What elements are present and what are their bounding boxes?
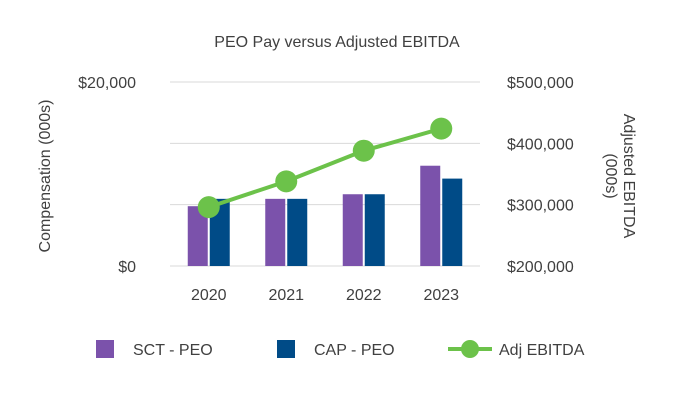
x-axis-ticks: 2020 2021 2022 2023 — [191, 287, 459, 304]
bar-cap-peo-2022 — [364, 194, 385, 266]
point-adj-ebitda-2023 — [430, 117, 453, 140]
legend-marker-adj-ebitda — [461, 340, 479, 358]
legend-swatch-sct-peo — [96, 340, 114, 358]
y2-axis-title-line2: (000s) — [602, 153, 619, 198]
bar-cap-peo-2021 — [287, 198, 308, 266]
y2-tick-label: $400,000 — [507, 136, 574, 153]
bar-cap-peo-2023 — [442, 178, 463, 266]
legend-label-cap-peo: CAP - PEO — [314, 342, 395, 359]
y-tick-label: $0 — [118, 259, 136, 276]
point-adj-ebitda-2021 — [275, 170, 298, 193]
chart-title: PEO Pay versus Adjusted EBITDA — [214, 34, 460, 51]
legend-label-sct-peo: SCT - PEO — [133, 342, 213, 359]
y-axis-title: Compensation (000s) — [37, 100, 54, 253]
y2-axis-ticks: $200,000 $300,000 $400,000 $500,000 — [507, 75, 574, 276]
line-adj-ebitda — [208, 126, 442, 210]
legend: SCT - PEO CAP - PEO Adj EBITDA — [96, 340, 585, 359]
bar-sct-peo-2023 — [420, 165, 441, 266]
x-tick-label: 2023 — [423, 287, 459, 304]
ebitda-line — [197, 117, 453, 219]
y-axis-ticks: $0 $20,000 — [78, 75, 136, 276]
bars — [187, 165, 463, 266]
legend-label-adj-ebitda: Adj EBITDA — [499, 342, 585, 359]
bar-sct-peo-2022 — [342, 194, 363, 266]
y2-axis-title-line1: Adjusted EBITDA — [620, 114, 637, 239]
y2-tick-label: $500,000 — [507, 75, 574, 92]
bar-sct-peo-2021 — [265, 198, 286, 266]
y2-tick-label: $200,000 — [507, 259, 574, 276]
bar-sct-peo-2020 — [187, 206, 208, 266]
x-tick-label: 2020 — [191, 287, 227, 304]
legend-swatch-cap-peo — [277, 340, 295, 358]
x-tick-label: 2021 — [268, 287, 304, 304]
point-adj-ebitda-2020 — [197, 196, 220, 219]
x-tick-label: 2022 — [346, 287, 382, 304]
y2-tick-label: $300,000 — [507, 198, 574, 215]
point-adj-ebitda-2022 — [352, 139, 375, 162]
y-tick-label: $20,000 — [78, 75, 136, 92]
